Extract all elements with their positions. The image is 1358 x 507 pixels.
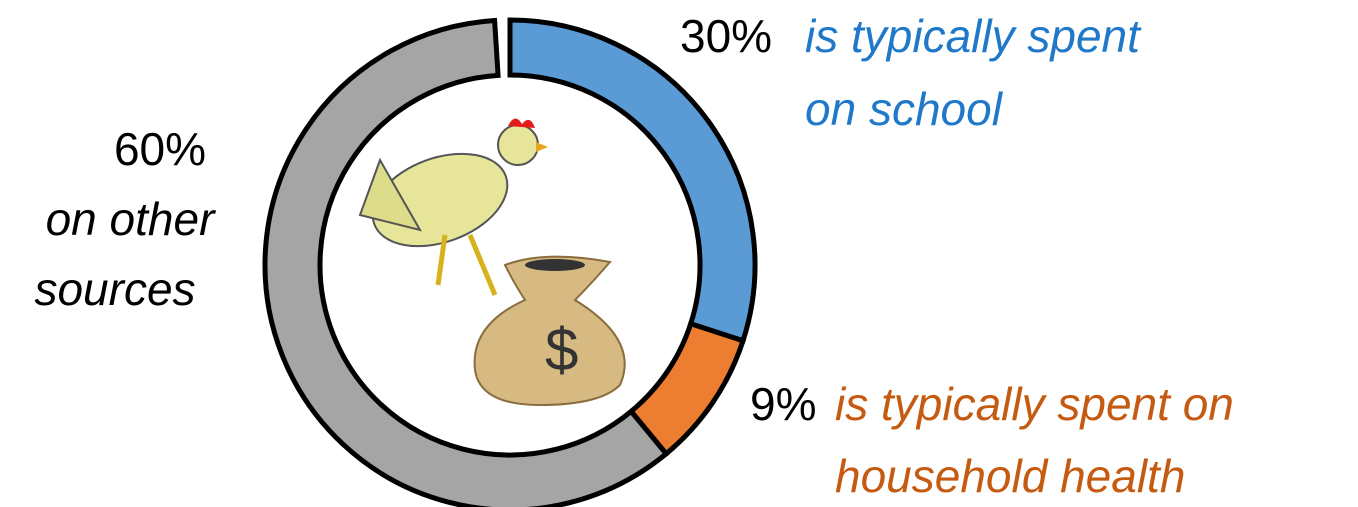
dollar-sign: $ [545, 316, 578, 383]
value-label: 30% [680, 10, 772, 62]
value-label: 60% [114, 123, 206, 175]
category-label: is typically spent [805, 10, 1142, 62]
labels: 30% is typically spent on school 9% is typic… [34, 10, 1233, 502]
illustration: $ [358, 118, 626, 407]
category-label: sources [34, 263, 195, 315]
category-label: on other [46, 193, 216, 245]
donut-segment [262, 17, 670, 507]
value-label: 9% [750, 378, 816, 430]
category-label: household health [835, 450, 1185, 502]
category-label: is typically spent on [835, 378, 1234, 430]
category-label: on school [805, 83, 1004, 135]
